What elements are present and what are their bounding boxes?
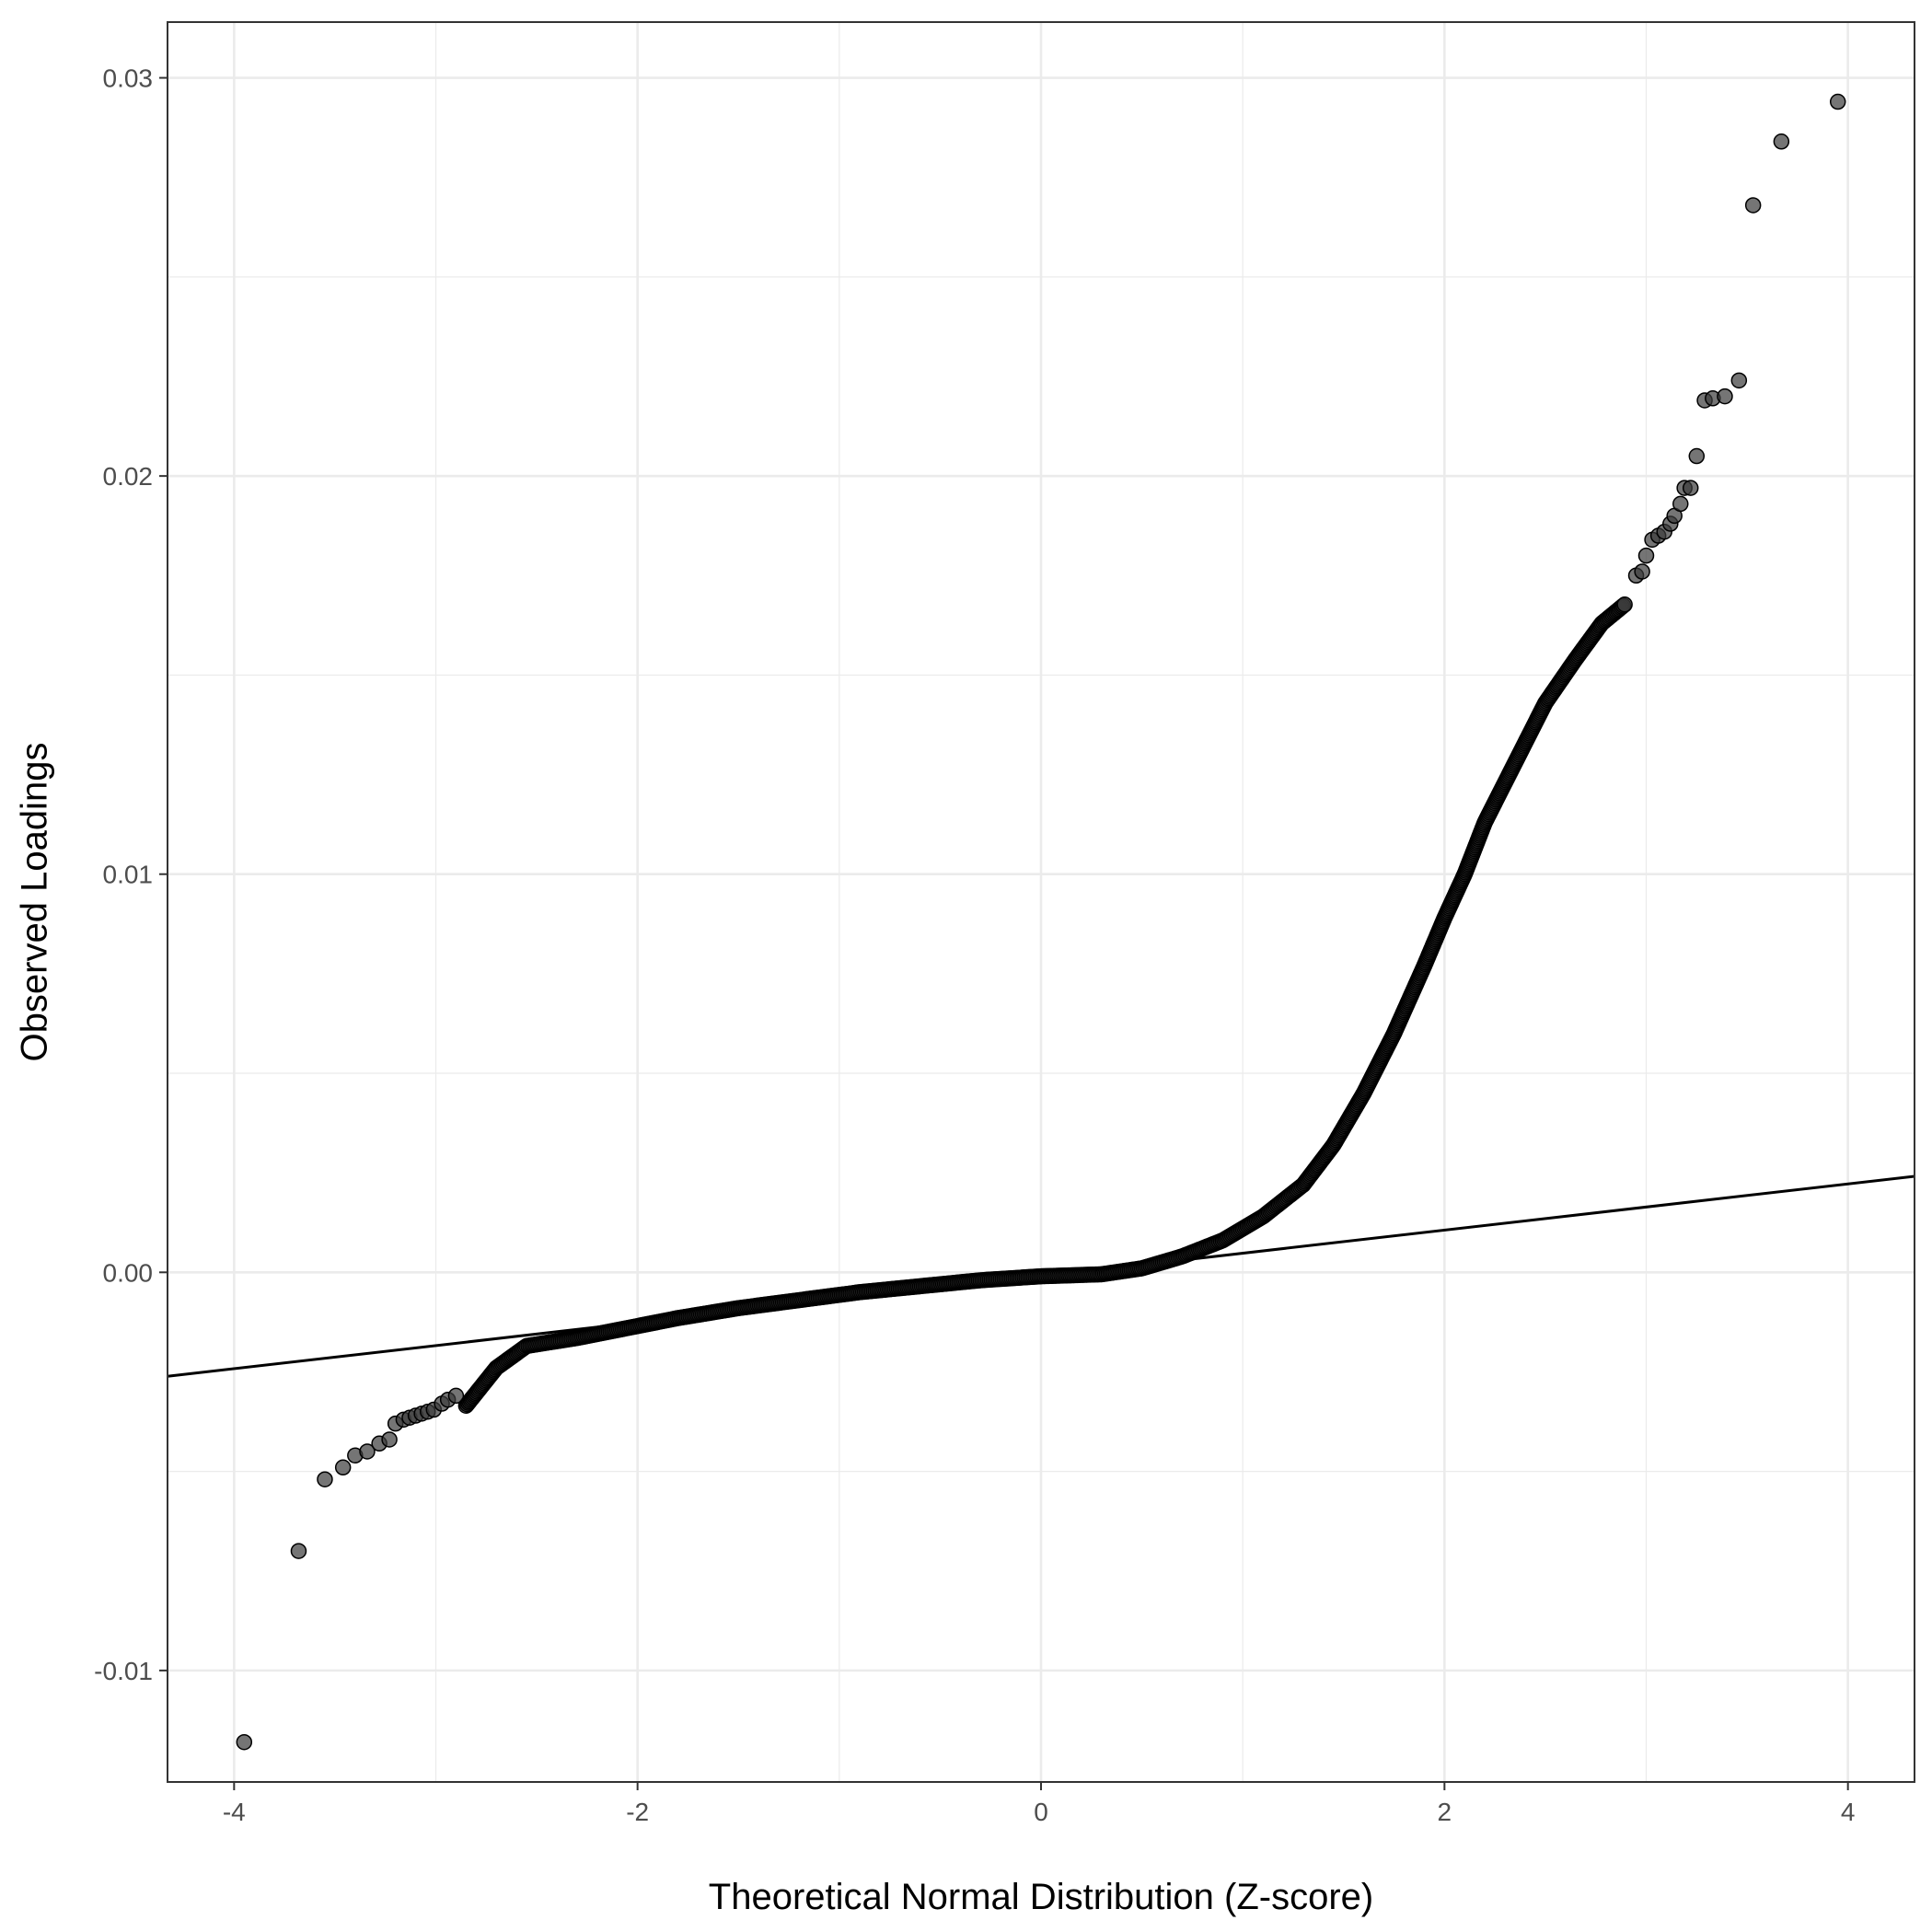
qq-point	[1634, 563, 1650, 580]
qq-point	[317, 1471, 333, 1487]
x-tick-label: -4	[223, 1798, 246, 1826]
qq-point	[1717, 388, 1733, 405]
y-axis-title: Observed Loadings	[15, 743, 55, 1062]
y-tick-label: -0.01	[94, 1657, 153, 1685]
qq-point	[1616, 596, 1633, 613]
points-layer	[236, 93, 1846, 1751]
qq-point	[1637, 547, 1655, 564]
qq-point	[447, 1387, 465, 1405]
x-axis-title: Theoretical Normal Distribution (Z-score…	[709, 1877, 1373, 1917]
x-tick-label: 4	[1841, 1798, 1856, 1826]
x-axis-ticks: -4 -2 0 2 4	[223, 1782, 1856, 1826]
y-tick-label: 0.03	[103, 64, 154, 93]
y-tick-label: 0.01	[103, 861, 154, 889]
qq-point	[359, 1443, 376, 1460]
qq-point	[1773, 133, 1790, 150]
qq-point	[1688, 447, 1706, 465]
qq-point	[1730, 372, 1748, 389]
qq-point	[381, 1431, 398, 1448]
qq-point	[236, 1733, 253, 1751]
y-tick-label: 0.02	[103, 462, 154, 491]
y-tick-label: 0.00	[103, 1258, 154, 1287]
qq-point	[1672, 495, 1689, 513]
qq-point	[334, 1459, 352, 1476]
y-axis-ticks: -0.01 0.00 0.01 0.02 0.03	[94, 64, 168, 1685]
x-tick-label: 0	[1034, 1798, 1048, 1826]
qq-point	[1682, 480, 1699, 496]
grid-major	[168, 22, 1915, 1782]
x-tick-label: -2	[626, 1798, 649, 1826]
qq-point	[1829, 93, 1846, 110]
qq-point	[1744, 197, 1762, 214]
x-tick-label: 2	[1438, 1798, 1452, 1826]
qq-point	[290, 1543, 307, 1559]
